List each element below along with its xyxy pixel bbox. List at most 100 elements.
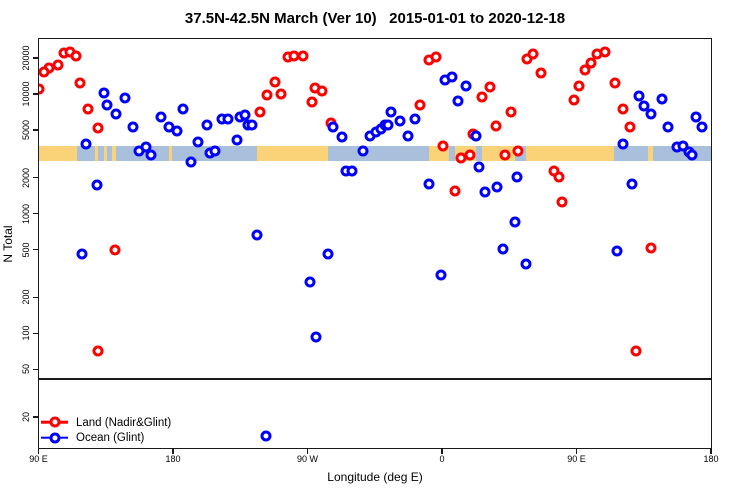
data-point-ocean: [446, 71, 458, 83]
map-band-land-segment: [256, 145, 329, 161]
x-tick-label: 180: [165, 454, 181, 464]
data-point-land: [109, 244, 121, 256]
data-point-ocean: [260, 430, 272, 442]
data-point-land: [316, 85, 328, 97]
data-point-ocean: [336, 131, 348, 143]
data-point-ocean: [231, 134, 243, 146]
data-point-land: [254, 106, 266, 118]
data-point-land: [617, 103, 629, 115]
data-point-ocean: [662, 121, 674, 133]
data-point-land: [261, 89, 273, 101]
x-tick: [306, 449, 309, 454]
y-tick-label: 5000: [21, 120, 31, 141]
data-point-land: [92, 122, 104, 134]
data-point-land: [645, 242, 657, 254]
data-point-ocean: [686, 149, 698, 161]
data-point-ocean: [192, 136, 204, 148]
y-tick: [33, 296, 38, 298]
y-tick-label: 10000: [21, 81, 31, 107]
data-point-land: [512, 145, 524, 157]
data-point-land: [414, 99, 426, 111]
y-axis-title: N Total: [1, 225, 15, 263]
data-point-land: [82, 103, 94, 115]
data-point-ocean: [470, 130, 482, 142]
data-point-land: [573, 80, 585, 92]
data-point-ocean: [617, 138, 629, 150]
data-point-land: [476, 91, 488, 103]
data-point-land: [449, 185, 461, 197]
data-point-ocean: [119, 92, 131, 104]
data-point-ocean: [127, 121, 139, 133]
data-point-land: [505, 106, 517, 118]
data-point-ocean: [98, 87, 110, 99]
data-point-ocean: [327, 121, 339, 133]
y-tick-label: 2000: [21, 167, 31, 188]
map-band-land-segment: [104, 145, 108, 161]
data-point-land: [269, 76, 281, 88]
data-point-ocean: [409, 113, 421, 125]
data-point-ocean: [626, 178, 638, 190]
map-band-land-segment: [648, 145, 653, 161]
y-tick-label: 20: [21, 411, 31, 422]
data-point-ocean: [385, 106, 397, 118]
y-tick: [33, 416, 38, 418]
y-tick-label: 1000: [21, 203, 31, 224]
data-point-land: [624, 121, 636, 133]
data-point-ocean: [239, 109, 251, 121]
legend-label: Land (Nadir&Glint): [76, 416, 172, 429]
data-point-ocean: [690, 111, 702, 123]
data-point-land: [275, 88, 287, 100]
data-point-ocean: [435, 269, 446, 281]
map-band-land-segment: [38, 145, 78, 161]
data-point-ocean: [633, 90, 645, 102]
data-point-land: [568, 94, 579, 106]
data-point-ocean: [511, 171, 523, 183]
data-point-ocean: [473, 161, 485, 173]
data-point-land: [70, 50, 82, 62]
data-point-land: [437, 140, 449, 152]
data-point-ocean: [322, 248, 334, 260]
data-point-ocean: [357, 145, 369, 157]
data-point-ocean: [171, 125, 183, 137]
data-point-land: [464, 149, 476, 161]
reference-line: [38, 378, 712, 380]
y-tick-label: 20000: [21, 45, 31, 71]
data-point-ocean: [491, 181, 503, 193]
data-point-ocean: [145, 149, 157, 161]
data-point-ocean: [177, 103, 189, 115]
data-point-ocean: [185, 156, 197, 168]
x-tick-label: 0: [439, 454, 445, 464]
data-point-land: [38, 83, 44, 95]
data-point-ocean: [209, 145, 221, 157]
data-point-ocean: [509, 216, 521, 228]
x-tick-label: 90 W: [296, 454, 319, 464]
legend: Land (Nadir&Glint) Ocean (Glint): [38, 414, 268, 448]
data-point-land: [499, 149, 511, 161]
data-point-ocean: [479, 186, 491, 198]
y-tick-label: 500: [21, 242, 31, 258]
data-point-land: [579, 64, 591, 76]
x-tick-label: 90 E: [567, 454, 586, 464]
data-point-land: [92, 345, 104, 357]
data-point-ocean: [101, 99, 113, 111]
x-tick-label: 90 E: [29, 454, 48, 464]
data-point-land: [609, 77, 621, 89]
data-point-ocean: [394, 115, 406, 127]
data-point-land: [430, 51, 442, 63]
data-point-ocean: [201, 119, 213, 131]
data-point-ocean: [423, 178, 435, 190]
data-point-ocean: [520, 258, 532, 270]
map-band-land-segment: [95, 145, 99, 161]
x-tick-label: 180: [703, 454, 719, 464]
data-point-ocean: [460, 80, 472, 92]
map-band-land-segment: [168, 145, 172, 161]
data-point-ocean: [91, 179, 103, 191]
y-tick-label: 50: [21, 364, 31, 375]
data-point-ocean: [246, 119, 258, 131]
data-point-ocean: [80, 138, 92, 150]
data-point-land: [306, 96, 318, 108]
legend-symbol-circle: [49, 432, 60, 443]
y-tick: [33, 213, 38, 215]
x-axis-title: Longitude (deg E): [327, 470, 423, 484]
y-tick: [33, 249, 38, 251]
